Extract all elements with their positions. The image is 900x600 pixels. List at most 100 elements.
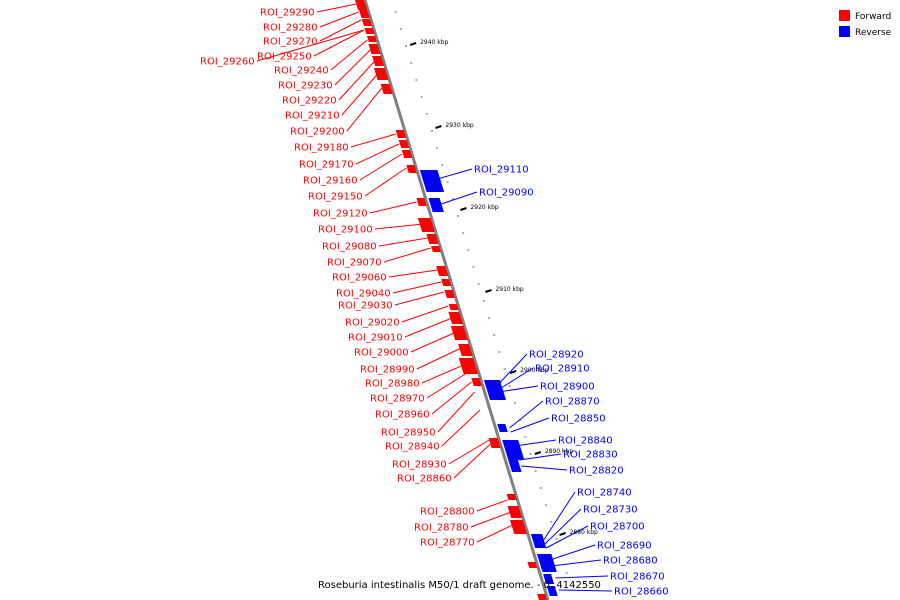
reverse-gene-label: ROI_28690 bbox=[597, 541, 652, 552]
forward-gene-6 bbox=[368, 44, 381, 54]
scale-tick-label: 2930 kbp bbox=[445, 122, 473, 129]
reverse-leader-line bbox=[496, 353, 528, 387]
forward-gene-9 bbox=[380, 84, 393, 94]
forward-gene-10 bbox=[395, 130, 407, 138]
forward-leader-line bbox=[346, 87, 383, 132]
forward-leader-line bbox=[426, 371, 469, 399]
forward-leader-line bbox=[369, 201, 417, 214]
forward-gene-label: ROI_29210 bbox=[285, 111, 340, 122]
reverse-gene-label: ROI_29110 bbox=[474, 165, 529, 176]
scale-tick-mark bbox=[509, 370, 517, 374]
forward-leader-line bbox=[316, 3, 357, 13]
scale-tick-label: 2940 kbp bbox=[420, 39, 448, 46]
forward-gene-label: ROI_29040 bbox=[336, 289, 391, 300]
reverse-gene-label: ROI_29090 bbox=[479, 188, 534, 199]
reverse-gene-label: ROI_28920 bbox=[529, 350, 584, 361]
forward-gene-label: ROI_29270 bbox=[263, 37, 318, 48]
forward-gene-label: ROI_29070 bbox=[327, 258, 382, 269]
forward-gene-label: ROI_28780 bbox=[414, 523, 469, 534]
forward-gene-18 bbox=[436, 266, 449, 276]
scale-tick-label: 2920 kbp bbox=[470, 204, 498, 211]
reverse-leader-line bbox=[498, 385, 539, 393]
reverse-gene-9 bbox=[543, 574, 555, 584]
reverse-gene-label: ROI_28900 bbox=[540, 382, 595, 393]
scale-tick-mark bbox=[534, 451, 542, 455]
reverse-leader-line bbox=[433, 168, 473, 181]
forward-gene-label: ROI_28940 bbox=[385, 442, 440, 453]
forward-gene-15 bbox=[417, 218, 435, 232]
forward-leader-line bbox=[448, 439, 490, 465]
forward-gene-24 bbox=[458, 344, 473, 356]
forward-gene-label: ROI_29100 bbox=[318, 225, 373, 236]
forward-gene-28 bbox=[506, 494, 517, 500]
forward-gene-31 bbox=[527, 562, 538, 568]
reverse-gene-1 bbox=[419, 170, 445, 192]
scale-tick-label: 2880 kbp bbox=[570, 529, 598, 536]
forward-labels: ROI_29290ROI_29280ROI_29270ROI_29250ROI_… bbox=[200, 3, 516, 549]
forward-gene-label: ROI_29180 bbox=[294, 143, 349, 154]
forward-gene-label: ROI_29230 bbox=[278, 81, 333, 92]
reverse-leader-line bbox=[555, 575, 609, 579]
forward-leader-line bbox=[388, 269, 438, 278]
reverse-leader-line bbox=[519, 453, 562, 461]
legend-label-reverse: Reverse bbox=[855, 28, 892, 38]
forward-leader-line bbox=[431, 381, 472, 415]
forward-gene-label: ROI_29030 bbox=[338, 301, 393, 312]
forward-gene-label: ROI_28860 bbox=[397, 474, 452, 485]
genome-backbone bbox=[363, 0, 550, 600]
forward-gene-label: ROI_28800 bbox=[420, 507, 475, 518]
forward-gene-label: ROI_28990 bbox=[360, 365, 415, 376]
legend-swatch-reverse bbox=[839, 26, 850, 37]
forward-leader-line bbox=[416, 347, 462, 370]
scale-tick-mark bbox=[409, 42, 417, 46]
forward-gene-4 bbox=[364, 28, 375, 34]
forward-gene-5 bbox=[366, 36, 377, 42]
forward-gene-label: ROI_29010 bbox=[348, 333, 403, 344]
forward-leader-line bbox=[341, 73, 378, 116]
scale-tick-mark bbox=[485, 289, 492, 293]
forward-leader-line bbox=[410, 331, 457, 353]
forward-gene-label: ROI_29290 bbox=[260, 8, 315, 19]
legend-swatch-forward bbox=[839, 10, 850, 21]
forward-leader-line bbox=[313, 29, 365, 57]
forward-gene-11 bbox=[398, 140, 410, 148]
reverse-labels: ROI_29110 ROI_29090 ROI_28920 ROI_28910 ROI_… bbox=[433, 165, 669, 598]
forward-leader-line bbox=[334, 49, 371, 86]
scale-tick-mark bbox=[435, 125, 442, 129]
forward-leader-line bbox=[470, 511, 512, 528]
forward-gene-label: ROI_29120 bbox=[313, 209, 368, 220]
reverse-leader-line bbox=[543, 491, 576, 541]
forward-leader-line bbox=[378, 237, 428, 247]
forward-gene-13 bbox=[406, 165, 417, 173]
legend-label-forward: Forward bbox=[855, 12, 891, 22]
forward-gene-29 bbox=[507, 506, 522, 518]
scale-tick-mark bbox=[559, 532, 566, 536]
forward-gene-label: ROI_28980 bbox=[365, 379, 420, 390]
forward-leader-line bbox=[392, 281, 442, 294]
forward-gene-label: ROI_29020 bbox=[345, 318, 400, 329]
forward-leader-line bbox=[394, 291, 445, 306]
forward-gene-27 bbox=[488, 438, 501, 448]
reverse-leader-line bbox=[441, 191, 478, 205]
forward-gene-label: ROI_29250 bbox=[257, 52, 312, 63]
forward-gene-2 bbox=[359, 10, 370, 18]
reverse-leader-line bbox=[497, 367, 534, 391]
reverse-leader-line bbox=[510, 417, 550, 433]
reverse-leader-line bbox=[549, 544, 596, 561]
forward-leader-line bbox=[476, 523, 516, 543]
forward-gene-3 bbox=[361, 19, 372, 26]
genome-caption: Roseburia intestinalis M50/1 draft genom… bbox=[318, 580, 601, 591]
legend: Forward Reverse bbox=[839, 10, 892, 38]
forward-leader-line bbox=[404, 317, 453, 338]
reverse-gene-2 bbox=[428, 198, 444, 212]
forward-gene-label: ROI_28930 bbox=[392, 460, 447, 471]
reverse-leader-line bbox=[551, 559, 602, 567]
forward-gene-26 bbox=[471, 378, 482, 386]
forward-leader-line bbox=[338, 61, 375, 101]
reverse-gene-label: ROI_28870 bbox=[545, 397, 600, 408]
reverse-gene-label: ROI_28680 bbox=[603, 556, 658, 567]
reverse-gene-8 bbox=[536, 554, 557, 572]
scale-ticks: 2940 kbp 2930 kbp 2920 kbp 2910 kbp 2900 kbp… bbox=[409, 39, 598, 536]
reverse-gene-3 bbox=[483, 380, 506, 400]
